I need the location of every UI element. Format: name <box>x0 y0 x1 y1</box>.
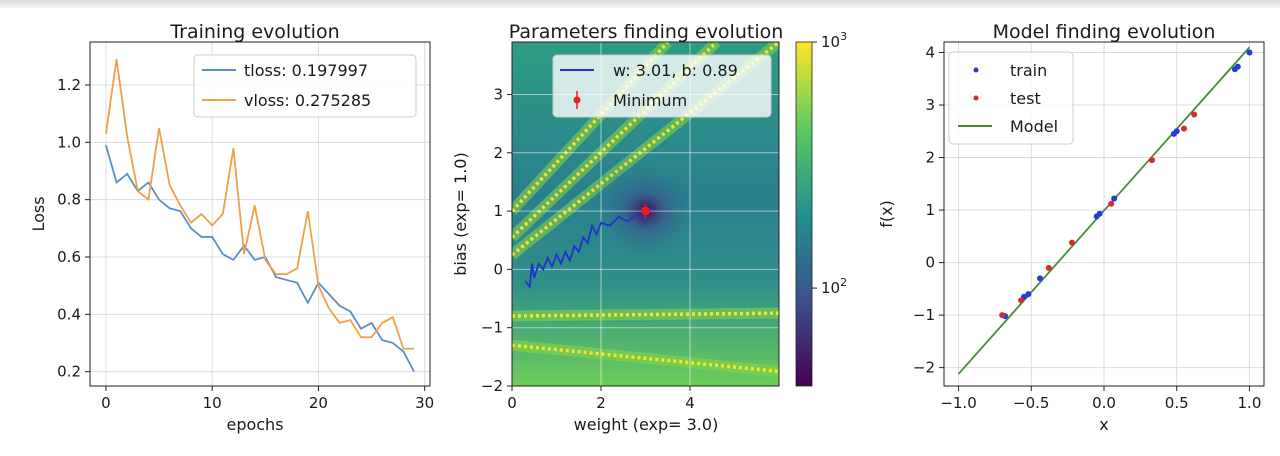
training-tick-label-x-1: 10 <box>203 394 222 412</box>
model-fit-line <box>957 46 1251 375</box>
training-plot-frame <box>89 41 431 387</box>
parameters-legend-box <box>552 54 772 118</box>
training-tick-label-x-3: 30 <box>415 394 434 412</box>
model-evolution-panel: Model finding evolution −1.0 −0.5 0.0 0.5 1.… <box>877 21 1265 434</box>
model-test-point-0 <box>999 312 1006 319</box>
colorbar-ticks: 102 103 <box>812 30 847 297</box>
parameters-y-axis-label: bias (exp= 1.0) <box>451 152 470 275</box>
training-series-group <box>105 59 415 373</box>
model-tick-label-y-3: 1 <box>925 201 935 219</box>
model-train-point-5 <box>1096 210 1103 217</box>
model-legend-box <box>948 51 1074 145</box>
model-test-point-3 <box>1069 239 1075 246</box>
model-grid <box>944 42 1264 386</box>
training-tick-label-x-2: 20 <box>309 394 328 412</box>
training-legend-box <box>193 54 417 118</box>
model-train-point-3 <box>1037 275 1043 282</box>
legend-minimum-marker <box>573 96 581 104</box>
model-test-point-6 <box>1181 125 1187 132</box>
legend-tloss-label: tloss: 0.197997 <box>244 61 368 80</box>
colorbar-tick-label-1: 103 <box>821 30 847 51</box>
legend-train-marker <box>973 67 979 73</box>
model-tick-label-y-1: −1 <box>913 306 935 324</box>
legend-minimum-label: Minimum <box>613 91 687 110</box>
training-tick-label-x-0: 0 <box>101 394 111 412</box>
model-legend: train test Model <box>948 51 1074 145</box>
heatmap-band-0 <box>512 42 670 213</box>
parameters-tick-label-y-4: 2 <box>493 144 503 162</box>
model-test-point-2 <box>1045 264 1052 271</box>
parameters-tick-label-y-0: −2 <box>481 377 503 395</box>
parameters-evolution-panel: Parameters finding evolution 0 2 4 −2 −1 0 1 2 3… <box>451 21 847 434</box>
legend-train-label: train <box>1010 61 1047 80</box>
model-train-point-8 <box>1173 128 1180 135</box>
model-train-point-11 <box>1246 49 1253 56</box>
legend-vloss-label: vloss: 0.275285 <box>244 91 371 110</box>
legend-test-marker <box>973 95 979 101</box>
parameters-plot-frame <box>511 41 780 387</box>
training-tick-label-y-1: 0.4 <box>57 305 81 323</box>
model-tick-label-y-0: −2 <box>913 359 935 377</box>
parameters-ticks: 0 2 4 −2 −1 0 1 2 3 <box>481 85 695 412</box>
colorbar <box>795 41 813 387</box>
parameters-legend: w: 3.01, b: 0.89 Minimum <box>552 54 772 118</box>
training-ticks: 0 10 20 30 0.2 0.4 0.6 0.8 1.0 1.2 <box>57 76 434 412</box>
training-x-axis-label: epochs <box>226 415 283 434</box>
colorbar-tick-label-0: 102 <box>821 276 847 297</box>
training-evolution-panel: Training evolution 0 10 20 30 0.2 0.4 0.6 0.8 1.… <box>29 21 434 434</box>
training-tick-label-y-4: 1.0 <box>57 133 81 151</box>
parameters-tick-label-y-2: 0 <box>493 260 503 278</box>
parameters-tick-label-x-0: 0 <box>507 394 517 412</box>
training-y-axis-label: Loss <box>29 196 48 231</box>
parameters-trajectory-line <box>524 212 646 290</box>
model-test-point-7 <box>1191 111 1198 118</box>
model-x-axis-label: x <box>1099 415 1108 434</box>
model-tick-label-y-2: 0 <box>925 254 935 272</box>
training-tick-label-y-0: 0.2 <box>57 363 81 381</box>
model-tick-label-x-0: −1.0 <box>940 394 976 412</box>
model-tick-label-x-3: 0.5 <box>1165 394 1189 412</box>
model-tick-label-y-6: 4 <box>925 44 935 62</box>
model-tick-label-y-5: 3 <box>925 96 935 114</box>
parameters-trajectory-group <box>524 204 650 290</box>
model-series-group <box>957 46 1253 375</box>
model-ticks: −1.0 −0.5 0.0 0.5 1.0 −2 −1 0 1 2 3 4 <box>913 44 1262 412</box>
parameters-x-axis-label: weight (exp= 3.0) <box>574 415 719 434</box>
legend-model-label: Model <box>1010 117 1058 136</box>
heatmap-band-3 <box>512 311 779 318</box>
parameters-tick-label-y-1: −1 <box>481 319 503 337</box>
parameters-tick-label-x-1: 2 <box>596 394 606 412</box>
model-tick-label-x-2: 0.0 <box>1092 394 1116 412</box>
parameters-tick-label-x-2: 4 <box>685 394 695 412</box>
parameters-minimum-marker <box>641 206 650 216</box>
model-train-point-6 <box>1111 195 1118 202</box>
model-tick-label-y-4: 2 <box>925 149 935 167</box>
training-tick-label-y-3: 0.8 <box>57 191 81 209</box>
model-train-point-10 <box>1234 63 1241 70</box>
heatmap-band-4 <box>512 343 779 374</box>
legend-test-label: test <box>1010 89 1041 108</box>
training-chart-title: Training evolution <box>169 21 339 43</box>
window-top-bar <box>0 0 1280 8</box>
training-legend: tloss: 0.197997 vloss: 0.275285 <box>193 54 417 118</box>
parameters-tick-label-y-3: 1 <box>493 202 503 220</box>
model-tick-label-x-1: −0.5 <box>1013 394 1049 412</box>
model-test-point-4 <box>1108 200 1115 207</box>
model-test-point-1 <box>1018 297 1025 304</box>
model-test-point-5 <box>1149 157 1155 164</box>
training-tick-label-y-5: 1.2 <box>57 76 81 94</box>
parameters-tick-label-y-5: 3 <box>493 85 503 103</box>
model-tick-label-x-4: 1.0 <box>1238 394 1262 412</box>
parameters-chart-title: Parameters finding evolution <box>509 21 784 43</box>
model-y-axis-label: f(x) <box>877 200 896 228</box>
model-train-point-2 <box>1025 291 1032 298</box>
model-chart-title: Model finding evolution <box>993 21 1216 43</box>
training-tick-label-y-2: 0.6 <box>57 248 81 266</box>
legend-trajectory-label: w: 3.01, b: 0.89 <box>613 61 738 80</box>
training-series-line-1 <box>105 59 415 350</box>
training-series-line-0 <box>105 144 415 373</box>
